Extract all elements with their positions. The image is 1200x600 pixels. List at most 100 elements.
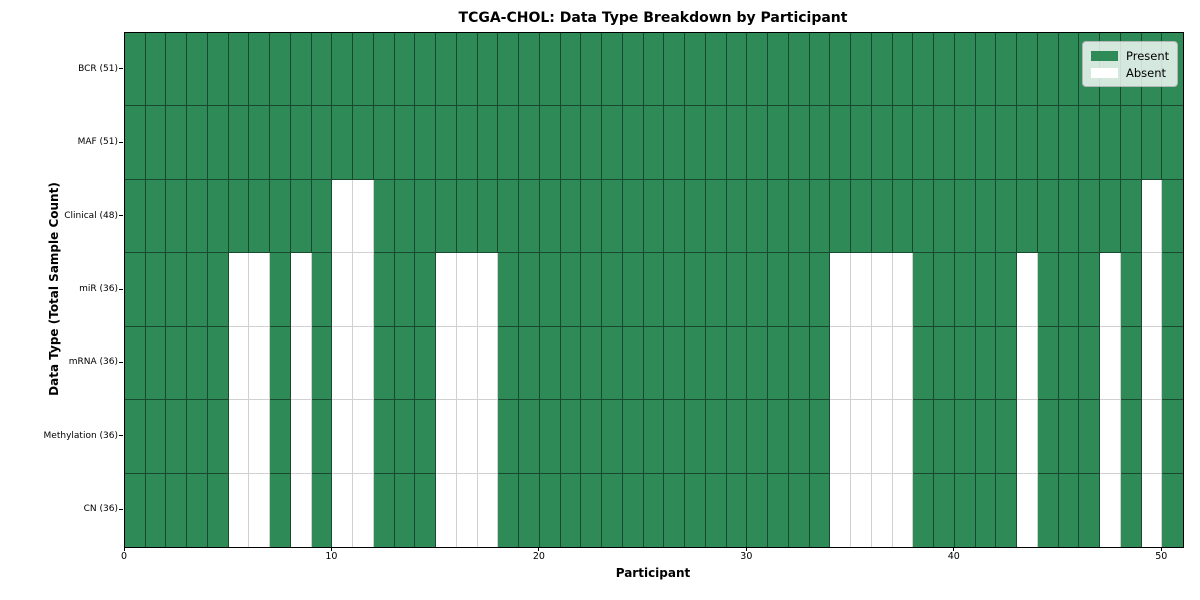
- legend-label-absent: Absent: [1126, 65, 1167, 80]
- heatmap-cell: [270, 33, 291, 107]
- heatmap-cell: [851, 400, 872, 474]
- heatmap-cell: [1079, 179, 1101, 254]
- heatmap-cell: [560, 253, 582, 327]
- heatmap-cell: [498, 326, 520, 401]
- heatmap-cell: [519, 106, 540, 180]
- heatmap-cell: [228, 33, 250, 107]
- heatmap-cell: [913, 179, 935, 254]
- heatmap-cell: [622, 179, 644, 254]
- heatmap-cell: [145, 106, 167, 180]
- heatmap-cell: [892, 400, 914, 474]
- heatmap-cell: [539, 106, 561, 180]
- heatmap-cell: [788, 106, 810, 180]
- heatmap-cell: [519, 253, 540, 327]
- heatmap-cell: [394, 253, 416, 327]
- heatmap-cell: [871, 253, 893, 327]
- heatmap-cell: [436, 253, 457, 327]
- heatmap-cell: [622, 326, 644, 401]
- heatmap-cell: [747, 253, 769, 327]
- heatmap-cell: [851, 326, 872, 401]
- heatmap-cell: [851, 106, 872, 180]
- heatmap-cell: [954, 326, 976, 401]
- heatmap-cell: [477, 473, 499, 547]
- heatmap-cell: [622, 400, 644, 474]
- heatmap-cell: [166, 400, 188, 474]
- heatmap-cell: [1037, 33, 1059, 107]
- y-tick-label: MAF (51): [77, 137, 118, 148]
- heatmap-cell: [768, 106, 789, 180]
- heatmap-cell: [228, 400, 250, 474]
- heatmap-cell: [456, 253, 478, 327]
- heatmap-cell: [602, 33, 623, 107]
- heatmap-cell: [830, 33, 852, 107]
- heatmap-cell: [602, 179, 623, 254]
- heatmap-cell: [996, 253, 1018, 327]
- heatmap-cell: [1058, 400, 1080, 474]
- heatmap-cell: [436, 326, 457, 401]
- heatmap-cell: [705, 253, 727, 327]
- heatmap-cell: [145, 473, 167, 547]
- heatmap-cell: [643, 106, 665, 180]
- heatmap-cell: [415, 106, 437, 180]
- heatmap-cell: [270, 253, 291, 327]
- heatmap-cell: [456, 326, 478, 401]
- heatmap-cell: [996, 106, 1018, 180]
- heatmap-cell: [788, 33, 810, 107]
- heatmap-cell: [332, 326, 354, 401]
- heatmap-cell: [290, 253, 312, 327]
- heatmap-cell: [934, 106, 955, 180]
- heatmap-cell: [145, 33, 167, 107]
- heatmap-cell: [685, 179, 706, 254]
- heatmap-cell: [1058, 473, 1080, 547]
- heatmap-cell: [934, 473, 955, 547]
- heatmap-cell: [207, 106, 229, 180]
- heatmap-cell: [705, 400, 727, 474]
- heatmap-cell: [954, 33, 976, 107]
- heatmap-cell: [519, 179, 540, 254]
- heatmap-cell: [975, 179, 997, 254]
- heatmap-cell: [270, 179, 291, 254]
- heatmap-cell: [913, 400, 935, 474]
- heatmap-cell: [622, 253, 644, 327]
- heatmap-cell: [394, 106, 416, 180]
- heatmap-cell: [498, 106, 520, 180]
- heatmap-cell: [934, 326, 955, 401]
- heatmap-cell: [539, 473, 561, 547]
- heatmap-cell: [353, 33, 374, 107]
- heatmap-cell: [726, 33, 748, 107]
- x-tick-mark: [1160, 547, 1162, 551]
- heatmap-cell: [1100, 326, 1121, 401]
- heatmap-cell: [954, 106, 976, 180]
- heatmap-cell: [871, 179, 893, 254]
- heatmap-cell: [311, 33, 333, 107]
- heatmap-cell: [415, 253, 437, 327]
- legend-label-present: Present: [1126, 48, 1170, 63]
- heatmap-cell: [187, 253, 208, 327]
- heatmap-cell: [207, 253, 229, 327]
- heatmap-cell: [415, 473, 437, 547]
- heatmap-cell: [975, 400, 997, 474]
- heatmap-cell: [498, 253, 520, 327]
- y-tick-mark: [119, 215, 123, 217]
- heatmap-cell: [498, 179, 520, 254]
- heatmap-cell: [373, 33, 395, 107]
- heatmap-cell: [436, 473, 457, 547]
- heatmap-cell: [581, 33, 603, 107]
- heatmap-cell: [726, 106, 748, 180]
- x-tick-mark: [538, 547, 540, 551]
- heatmap-cell: [622, 106, 644, 180]
- x-tick-label: 10: [325, 551, 338, 562]
- heatmap-cell: [249, 33, 271, 107]
- heatmap-cell: [996, 326, 1018, 401]
- heatmap-cell: [560, 106, 582, 180]
- heatmap-cell: [125, 106, 146, 180]
- heatmap-cell: [1141, 106, 1163, 180]
- heatmap-cell: [436, 400, 457, 474]
- x-tick-mark: [330, 547, 332, 551]
- heatmap-cell: [560, 473, 582, 547]
- heatmap-cell: [1058, 253, 1080, 327]
- heatmap-cell: [851, 33, 872, 107]
- heatmap-cell: [270, 473, 291, 547]
- x-tick-label: 0: [120, 551, 128, 562]
- heatmap-cell: [373, 326, 395, 401]
